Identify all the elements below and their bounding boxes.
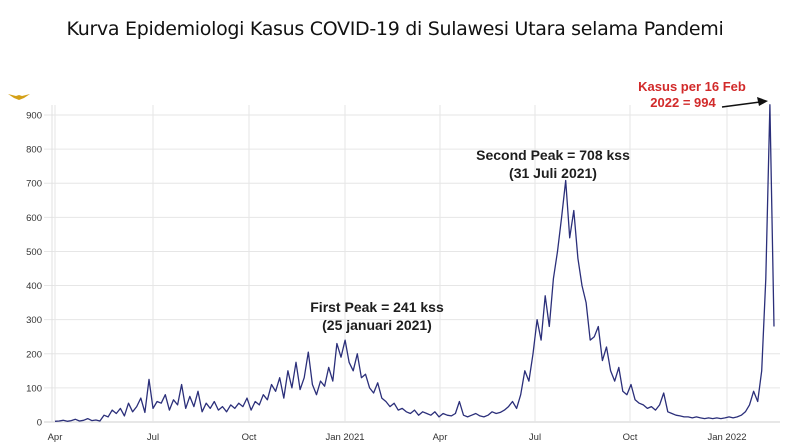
first-peak-annotation: First Peak = 241 kss (25 januari 2021) [282,298,472,334]
first-peak-date: (25 januari 2021) [322,317,432,333]
second-peak-label: Second Peak = 708 kss [476,147,630,163]
chart-title: Kurva Epidemiologi Kasus COVID-19 di Sul… [66,18,724,40]
x-axis-ticks: Apr Jul Oct Jan 2021 Apr Jul Oct Jan 2022 [48,432,747,443]
latest-cases-annotation: Kasus per 16 Feb 2022 = 994 [622,79,762,111]
latest-cases-value: 2022 = 994 [650,95,716,110]
y-tick-label: 400 [26,281,42,292]
y-tick-label: 800 [26,145,42,156]
x-tick-label: Apr [433,432,448,443]
x-tick-label: Jan 2021 [325,432,364,443]
x-tick-label: Apr [48,432,63,443]
latest-cases-label: Kasus per 16 Feb [638,79,746,94]
garuda-emblem-icon [8,94,30,100]
x-tick-label: Jul [529,432,541,443]
y-tick-label: 0 [37,418,42,429]
daily-cases-line [54,104,775,422]
second-peak-date: (31 Juli 2021) [509,165,597,181]
x-tick-label: Jul [147,432,159,443]
second-peak-annotation: Second Peak = 708 kss (31 Juli 2021) [458,146,648,182]
y-axis-ticks: 0 100 200 300 400 500 600 700 800 900 [26,111,42,429]
y-tick-label: 200 [26,349,42,360]
y-tick-label: 700 [26,179,42,190]
x-tick-label: Oct [623,432,638,443]
first-peak-label: First Peak = 241 kss [310,299,444,315]
y-tick-label: 500 [26,247,42,258]
latest-arrow [721,97,768,108]
x-tick-label: Jan 2022 [707,432,746,443]
grid-lines [44,105,780,423]
y-tick-label: 900 [26,111,42,122]
y-tick-label: 300 [26,315,42,326]
x-tick-label: Oct [242,432,257,443]
y-tick-label: 100 [26,383,42,394]
y-tick-label: 600 [26,213,42,224]
